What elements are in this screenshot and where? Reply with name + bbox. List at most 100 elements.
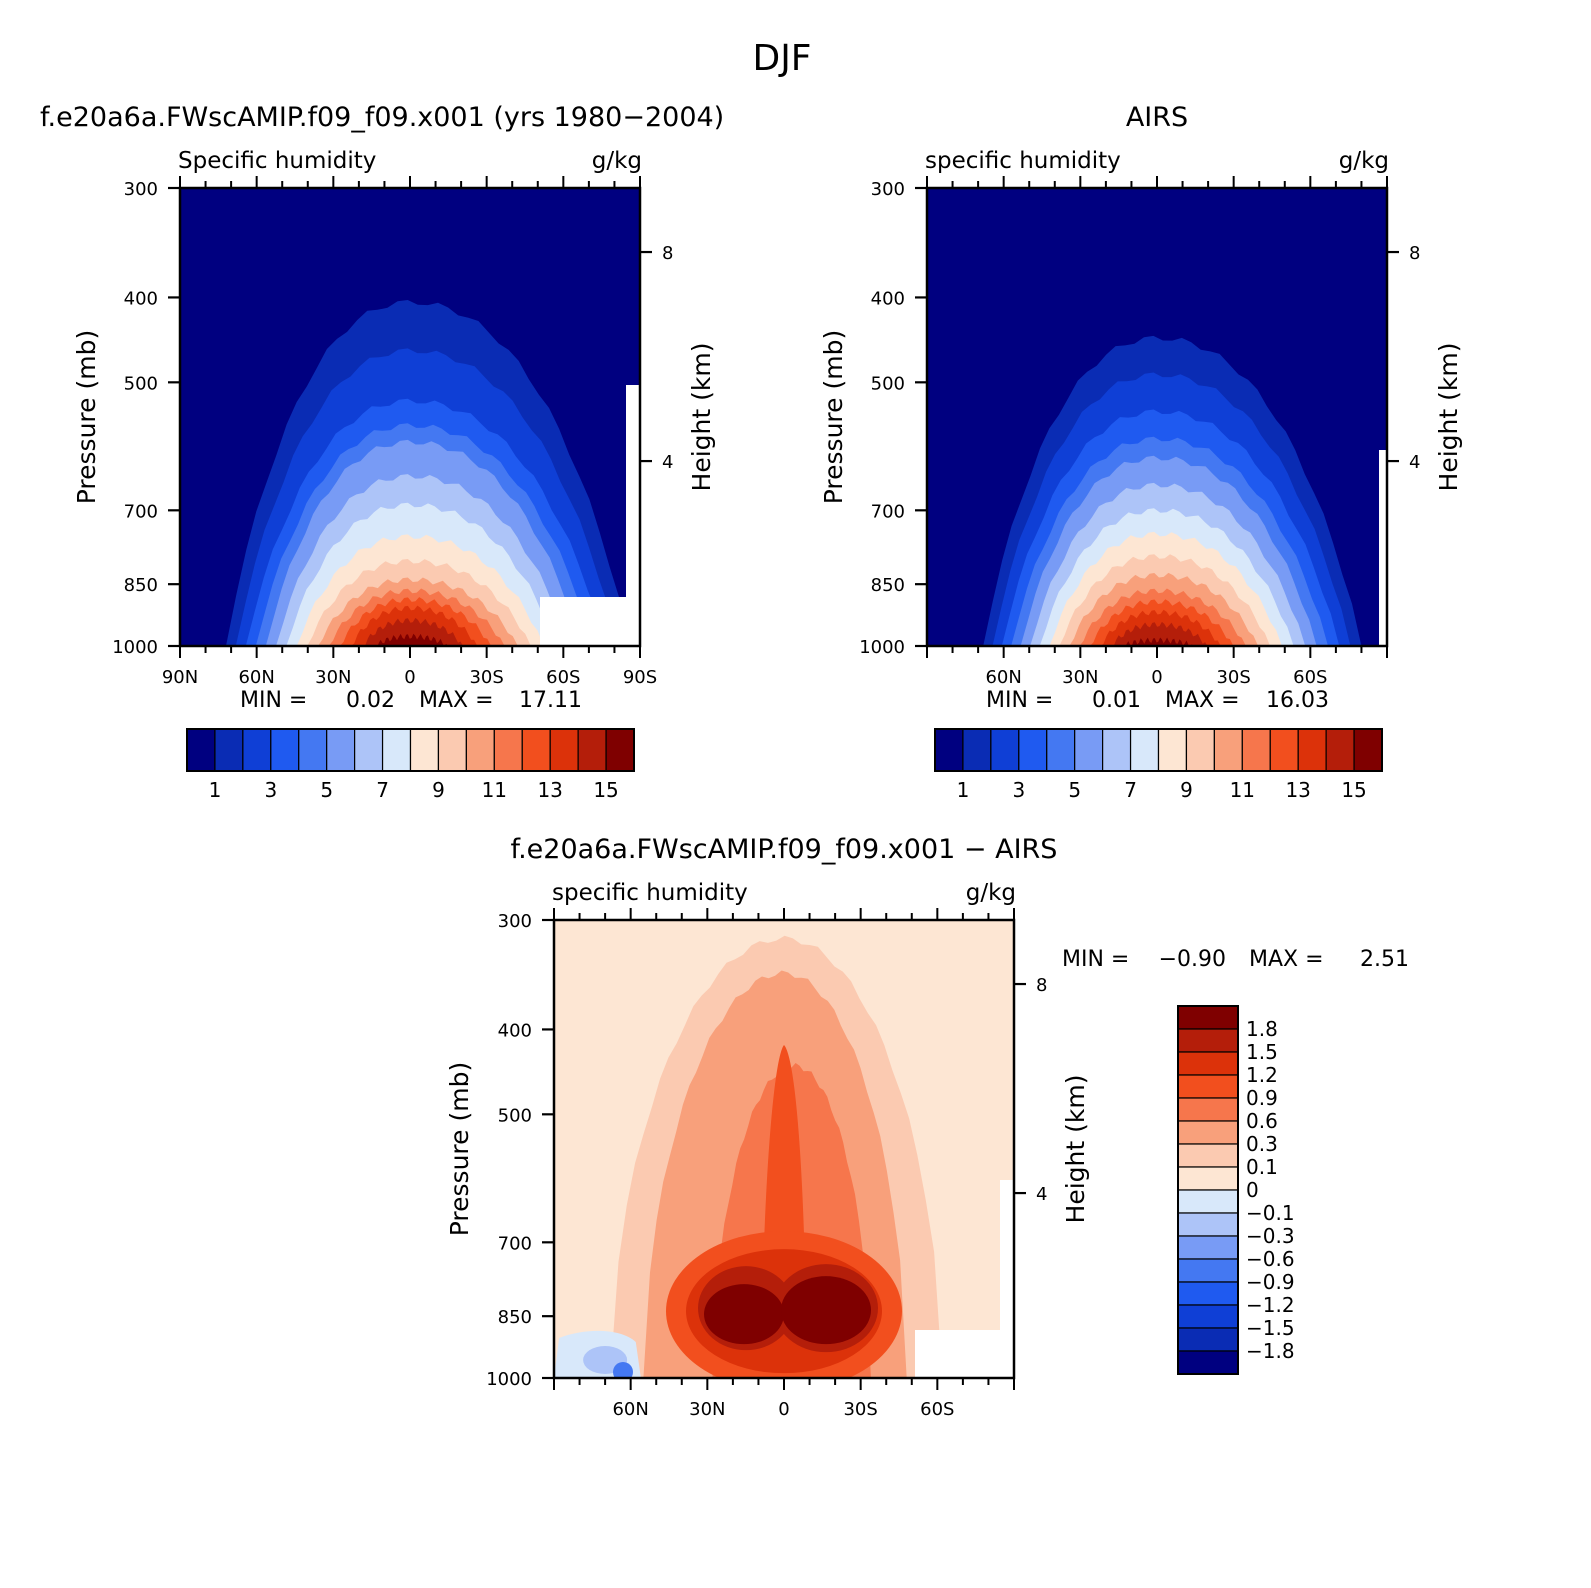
colorbar-cell (381, 728, 412, 772)
colorbar-cell (1325, 728, 1355, 772)
x-tick-label: 0 (778, 1399, 789, 1420)
panel-airs-ylabel: Pressure (mb) (819, 330, 848, 504)
colorbar-cell (493, 728, 523, 772)
contour-fill-level-15 (1123, 637, 1194, 646)
panel-model-missing-region (540, 597, 640, 646)
contour-fill-1.8-south (781, 1276, 871, 1345)
x-tick-label: 0 (404, 667, 415, 688)
y-tick-label: 700 (124, 501, 158, 522)
colorbar-cell (186, 728, 216, 772)
y-tick-label: 300 (871, 179, 905, 200)
y-right-tick-label: 4 (662, 452, 673, 473)
colorbar-cell (1177, 1327, 1239, 1352)
panel-diff-ylabel: Pressure (mb) (445, 1062, 474, 1236)
panel-model-axes: 300 400 500 700 850 1000 8 4 90N 60N 30N 0 30S 60S 90S (112, 176, 673, 688)
colorbar-label: 7 (376, 778, 389, 802)
colorbar-cell (1177, 1074, 1239, 1099)
y-right-tick-label: 8 (1036, 975, 1047, 996)
x-tick-label: 90N (162, 667, 198, 688)
contour-fill-level-15 (375, 633, 448, 646)
y-tick-label: 700 (498, 1233, 532, 1254)
panel-diff-ylabel-right: Height (km) (1061, 1075, 1090, 1224)
panel-airs-max-label: MAX = (1165, 688, 1240, 713)
page-title: DJF (752, 38, 811, 79)
colorbar-label: −1.8 (1246, 1339, 1295, 1363)
y-tick-label: 300 (498, 911, 532, 932)
colorbar-cell (1018, 728, 1048, 772)
colorbar-label: 3 (1012, 778, 1025, 802)
y-right-tick-label: 8 (1409, 243, 1420, 264)
colorbar-cell (409, 728, 440, 772)
panel-model-missing-edge (626, 385, 640, 597)
colorbar-cell (1177, 1281, 1239, 1306)
colorbar-cell (1102, 728, 1132, 772)
panel-model-title: f.e20a6a.FWscAMIP.f09_f09.x001 (yrs 1980… (40, 102, 724, 133)
colorbar-label: 9 (1180, 778, 1193, 802)
panel-model-max-value: 17.11 (519, 688, 582, 713)
colorbar-label: 7 (1124, 778, 1137, 802)
colorbar-cell (1177, 1005, 1239, 1030)
colorbar-label: −0.1 (1246, 1201, 1295, 1225)
panel-diff-subtitle: specific humidity (552, 880, 748, 906)
colorbar-label: 0.9 (1246, 1086, 1278, 1110)
panel-airs-title: AIRS (1126, 102, 1188, 133)
y-tick-label: 700 (871, 501, 905, 522)
panel-model-plot (180, 188, 640, 646)
x-tick-label: 30S (1216, 667, 1250, 688)
colorbar-label: 1.5 (1246, 1040, 1278, 1064)
colorbar-cell (242, 728, 272, 772)
x-tick-label: 30S (843, 1399, 877, 1420)
colorbar-label: 11 (482, 778, 507, 802)
contour-fill-1.8-north (704, 1284, 784, 1345)
colorbar-label: 0 (1246, 1178, 1259, 1202)
colorbar-cell (1177, 1235, 1239, 1260)
colorbar-cell (214, 728, 244, 772)
panel-diff-max-value: 2.51 (1360, 947, 1409, 972)
colorbar-cell (1177, 1304, 1239, 1329)
panel-airs-min-value: 0.01 (1092, 688, 1141, 713)
y-tick-label: 1000 (859, 637, 905, 658)
y-tick-label: 500 (871, 373, 905, 394)
x-tick-label: 60N (985, 667, 1021, 688)
y-tick-label: 850 (124, 575, 158, 596)
panel-diff-axes: 300 400 500 700 850 1000 8 4 60N 30N 0 30S 60S (486, 908, 1047, 1420)
panel-model-ylabel: Pressure (mb) (72, 330, 101, 504)
colorbar-label: 0.6 (1246, 1109, 1278, 1133)
colorbar-frame (1177, 1005, 1239, 1375)
panel-airs-max-value: 16.03 (1266, 688, 1329, 713)
colorbar-label: 1 (957, 778, 970, 802)
y-right-tick-label: 4 (1036, 1184, 1047, 1205)
y-tick-label: 500 (124, 373, 158, 394)
colorbar-cell (1177, 1258, 1239, 1283)
panel-diff-colorbar: 1.81.51.20.90.60.30.10−0.1−0.3−0.6−0.9−1… (1177, 1005, 1295, 1375)
panel-airs-plot (927, 188, 1387, 646)
colorbar-label: −1.2 (1246, 1293, 1295, 1317)
panel-model-min-label: MIN = (240, 688, 307, 713)
colorbar-label: 0.3 (1246, 1132, 1278, 1156)
panel-airs-missing-edge (1379, 450, 1387, 646)
panel-diff-min-label: MIN = (1062, 947, 1129, 972)
colorbar-cell (326, 728, 356, 772)
colorbar-label: 11 (1230, 778, 1255, 802)
colorbar-cell (270, 728, 300, 772)
panel-airs-ylabel-right: Height (km) (1434, 343, 1463, 492)
y-tick-label: 850 (498, 1307, 532, 1328)
panel-diff-max-label: MAX = (1249, 947, 1324, 972)
panel-diff-missing-edge (1000, 1180, 1014, 1330)
y-tick-label: 400 (124, 288, 158, 309)
colorbar-cell (962, 728, 992, 772)
panel-diff-title: f.e20a6a.FWscAMIP.f09_f09.x001 − AIRS (511, 834, 1058, 865)
colorbar-label: 15 (1341, 778, 1366, 802)
colorbar-cell (521, 728, 551, 772)
colorbar-cell (990, 728, 1020, 772)
colorbar-cell (1177, 1120, 1239, 1145)
y-tick-label: 1000 (112, 637, 158, 658)
panel-diff-plot (554, 920, 1014, 1378)
y-tick-label: 500 (498, 1105, 532, 1126)
colorbar-cell (549, 728, 579, 772)
colorbar-cell (1157, 728, 1188, 772)
colorbar-cell (605, 728, 635, 772)
x-tick-label: 60S (920, 1399, 954, 1420)
panel-model: f.e20a6a.FWscAMIP.f09_f09.x001 (yrs 1980… (40, 102, 724, 802)
colorbar-cell (1353, 728, 1383, 772)
